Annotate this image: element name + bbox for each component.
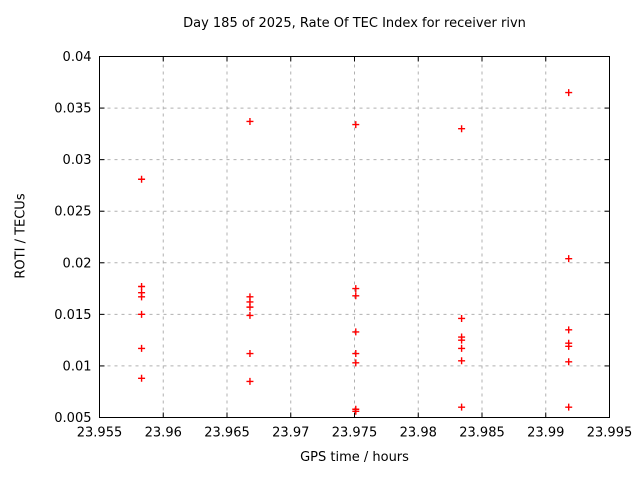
x-tick-label: 23.955 [77,426,123,441]
x-axis-label: GPS time / hours [300,450,409,465]
y-tick-label: 0.02 [63,256,92,271]
y-tick-label: 0.035 [54,102,91,117]
data-point-marker [138,283,146,291]
x-tick-label: 23.965 [204,426,250,441]
data-point-marker [565,358,573,366]
data-point-marker [458,357,466,365]
data-point-marker [565,342,573,350]
data-point-marker [458,314,466,322]
data-point-marker [565,403,573,411]
y-tick-label: 0.04 [63,50,92,65]
x-tick-label: 23.96 [145,426,182,441]
data-point-marker [246,350,254,358]
data-point-marker [138,344,146,352]
y-tick-label: 0.01 [63,359,92,374]
data-point-marker [352,350,360,358]
data-point-marker [246,117,254,125]
data-point-marker [352,407,360,415]
data-point-marker [458,344,466,352]
x-tick-label: 23.975 [332,426,378,441]
y-tick-label: 0.015 [54,308,91,323]
y-tick-label: 0.025 [54,205,91,220]
data-point-marker [352,359,360,367]
data-point-marker [246,303,254,311]
data-point-marker [352,292,360,300]
x-tick-label: 23.97 [272,426,309,441]
data-point-marker [352,121,360,129]
chart-title: Day 185 of 2025, Rate Of TEC Index for r… [183,16,526,31]
x-tick-label: 23.995 [587,426,633,441]
data-point-marker [458,125,466,133]
x-tick-label: 23.99 [527,426,564,441]
data-point-marker [565,89,573,97]
y-tick-label: 0.005 [54,411,91,426]
x-tick-label: 23.985 [459,426,505,441]
data-point-marker [565,326,573,334]
data-point-marker [138,374,146,382]
data-point-marker [246,377,254,385]
data-point-marker [138,293,146,301]
x-tick-label: 23.98 [400,426,437,441]
y-tick-label: 0.03 [63,153,92,168]
data-point-marker [458,336,466,344]
data-point-marker [352,285,360,293]
data-point-marker [138,175,146,183]
data-point-marker [246,311,254,319]
data-point-marker [352,328,360,336]
data-point-marker [565,255,573,263]
data-point-marker [138,310,146,318]
data-point-marker [458,403,466,411]
